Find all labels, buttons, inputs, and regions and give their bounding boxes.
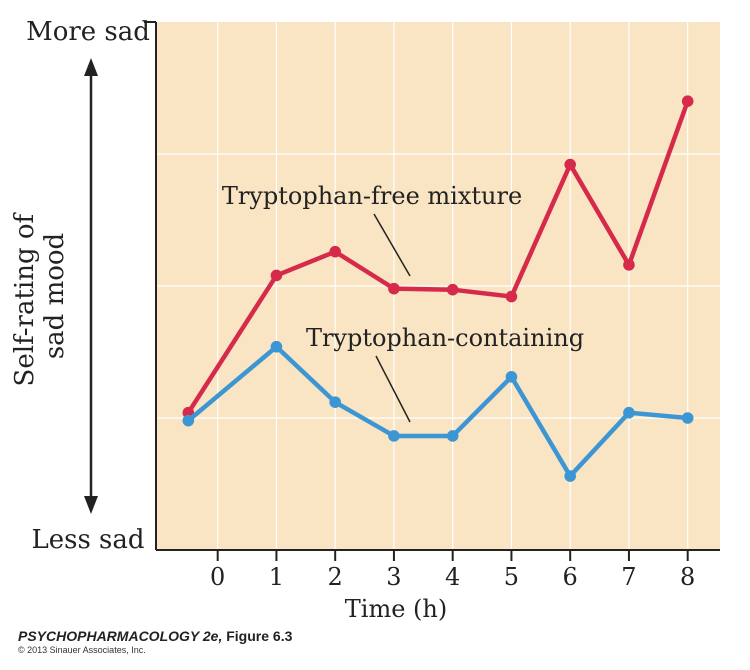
data-point [270, 340, 283, 353]
data-point [564, 158, 576, 171]
annotations: Tryptophan-free mixture Tryptophan-contai… [222, 182, 584, 423]
x-tick-label: 6 [563, 563, 578, 591]
data-point [446, 430, 459, 442]
x-tick-label: 2 [328, 563, 343, 591]
caption-copyright: © 2013 Sinauer Associates, Inc. [18, 645, 146, 655]
data-point [329, 396, 341, 408]
series-1 [182, 95, 694, 419]
data-point [505, 290, 518, 303]
series-label: Tryptophan-containing [306, 324, 584, 352]
data-point [681, 95, 694, 107]
data-point [623, 259, 635, 271]
data-point [564, 470, 576, 482]
caption-title-italic: PSYCHOPHARMACOLOGY 2e, [18, 628, 223, 644]
figure-caption: PSYCHOPHARMACOLOGY 2e, Figure 6.3 © 2013… [18, 628, 292, 655]
x-tick-label: 4 [445, 563, 460, 591]
data-point [446, 283, 459, 296]
y-bottom-label: Less sad [31, 525, 144, 555]
x-tick-label: 3 [386, 563, 401, 591]
x-tick-label: 7 [621, 563, 636, 591]
x-tick-label: 0 [210, 563, 225, 591]
gridlines [156, 22, 720, 550]
series-label: Tryptophan-free mixture [222, 182, 522, 210]
data-point [329, 245, 341, 258]
data-point [182, 414, 195, 427]
caption-title: PSYCHOPHARMACOLOGY 2e, Figure 6.3 [18, 628, 292, 644]
data-point [623, 406, 635, 419]
data-point [388, 282, 400, 295]
data-point [681, 412, 694, 424]
caption-figure-number: Figure 6.3 [226, 628, 293, 644]
series-label-leader [373, 213, 411, 277]
y-axis-title: Self-rating of sad mood [10, 206, 70, 387]
series-layer [182, 95, 694, 482]
data-point [270, 269, 283, 282]
x-axis-title: Time (h) [345, 595, 447, 623]
x-tick-label: 5 [504, 563, 519, 591]
x-tick-label: 1 [269, 563, 284, 591]
y-top-label: More sad [26, 17, 150, 47]
x-tick-label: 8 [680, 563, 695, 591]
x-ticks: 0 1 2 3 4 5 6 7 8 [210, 550, 695, 591]
y-axis-title-line-1: Self-rating of [10, 211, 40, 386]
data-point [505, 371, 518, 383]
series-2 [182, 340, 694, 482]
y-direction-arrow [84, 58, 98, 514]
data-point [388, 430, 400, 442]
y-axis-title-line-2: sad mood [40, 233, 70, 359]
series-label-leader [375, 355, 411, 423]
